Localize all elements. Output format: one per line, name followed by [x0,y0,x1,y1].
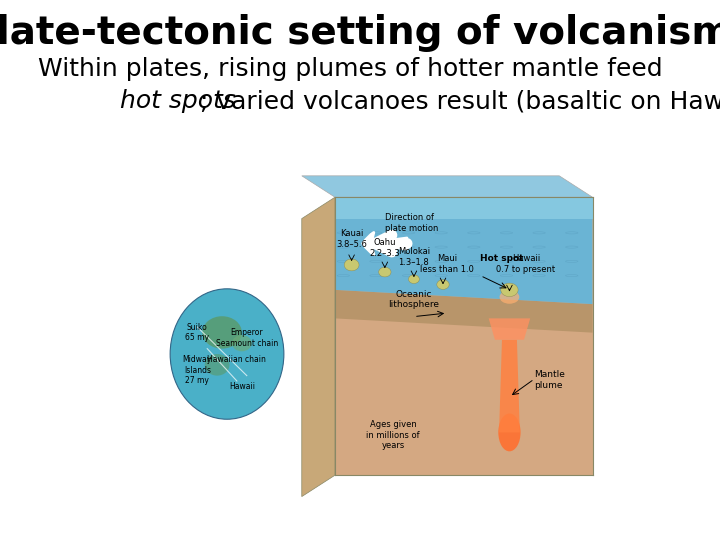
Text: Hot spot: Hot spot [480,254,524,263]
Text: Oahu
2.2–3.3: Oahu 2.2–3.3 [369,238,400,258]
Text: Maui
less than 1.0: Maui less than 1.0 [420,254,474,274]
Ellipse shape [501,283,518,296]
Ellipse shape [379,267,391,277]
Polygon shape [335,197,593,304]
Text: Hawaii
0.7 to present: Hawaii 0.7 to present [497,254,556,274]
Text: Mantle
plume: Mantle plume [534,370,565,390]
Text: Midway
Islands
27 my: Midway Islands 27 my [183,355,212,385]
Text: Hawaiian chain: Hawaiian chain [207,355,266,364]
Ellipse shape [232,335,252,352]
Text: Suiko
65 my: Suiko 65 my [185,323,210,342]
Ellipse shape [202,316,242,349]
Text: Oceanic
lithosphere: Oceanic lithosphere [388,290,439,309]
Text: Ages given
in millions of
years: Ages given in millions of years [366,421,420,450]
Polygon shape [335,197,593,475]
Text: ; varied volcanoes result (basaltic on Hawaii).: ; varied volcanoes result (basaltic on H… [200,89,720,113]
Ellipse shape [498,414,521,451]
Ellipse shape [344,259,359,271]
Polygon shape [335,197,593,219]
Ellipse shape [408,275,419,284]
Text: Direction of
plate motion: Direction of plate motion [384,213,438,233]
Polygon shape [499,340,520,433]
Ellipse shape [437,280,449,289]
Text: Molokai
1.3–1.8: Molokai 1.3–1.8 [398,247,430,267]
Ellipse shape [204,354,230,376]
Polygon shape [489,319,530,340]
Polygon shape [335,290,593,333]
Text: Emperor
Seamount chain: Emperor Seamount chain [216,328,278,348]
Polygon shape [302,197,335,497]
Text: Within plates, rising plumes of hotter mantle feed: Within plates, rising plumes of hotter m… [38,57,662,80]
Text: Plate-tectonic setting of volcanism: Plate-tectonic setting of volcanism [0,14,720,51]
Ellipse shape [500,291,519,303]
Ellipse shape [170,289,284,419]
Polygon shape [302,176,593,197]
Text: hot spots: hot spots [120,89,236,113]
Text: Hawaii: Hawaii [229,382,255,391]
Text: Kauai
3.8–5.6: Kauai 3.8–5.6 [336,230,367,249]
